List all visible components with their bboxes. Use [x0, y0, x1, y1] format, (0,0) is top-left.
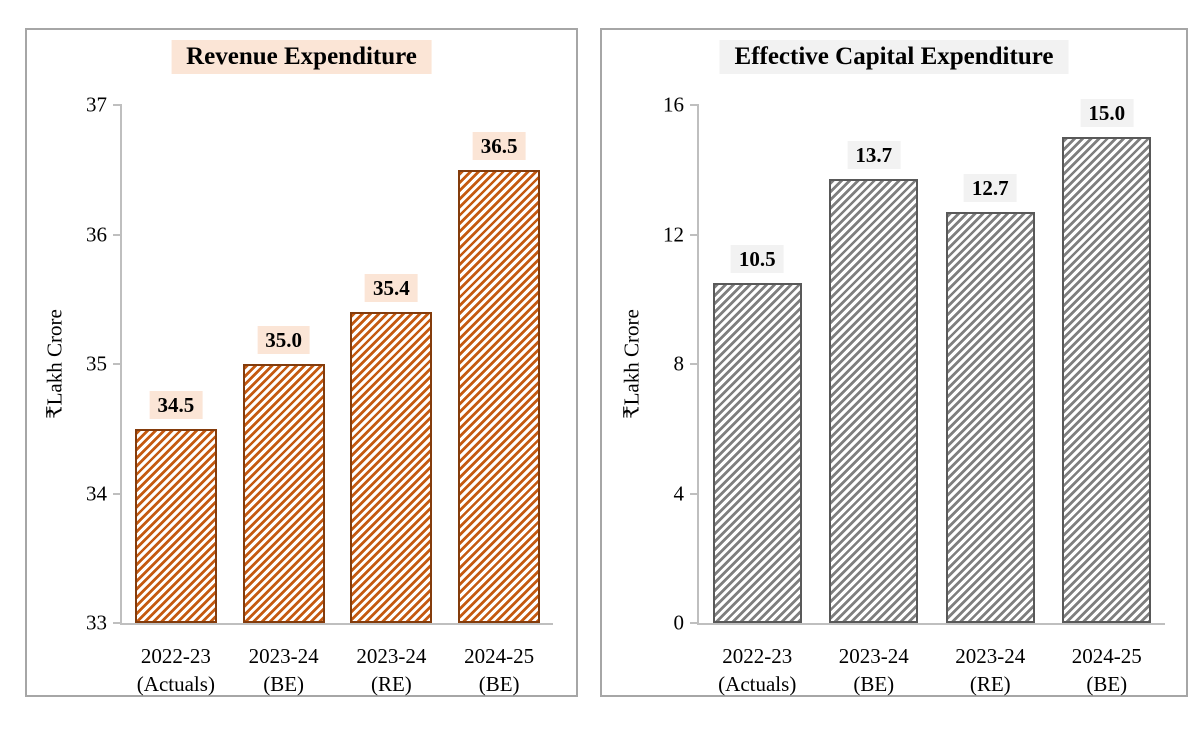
- y-tick-mark: [690, 104, 699, 106]
- bar: [458, 170, 540, 623]
- x-category-label: 2023-24 (BE): [838, 644, 909, 696]
- y-tick-mark: [113, 363, 122, 365]
- y-tick-label: 0: [673, 610, 685, 635]
- y-tick-mark: [113, 622, 122, 624]
- y-tick-mark: [690, 233, 699, 236]
- y-tick-label: 33: [86, 610, 107, 635]
- chart-title: Effective Capital Expenditure: [719, 40, 1069, 74]
- plot-area: ₹Lakh Crore 0 4 8 12 16 10.5 2022-23 (Actuals)…: [620, 94, 1165, 696]
- y-axis-label: ₹Lakh Crore: [42, 309, 67, 419]
- bar-value-label: 12.7: [963, 173, 1017, 202]
- y-tick-label: 36: [86, 222, 107, 246]
- x-category-label: 2024-25 (BE): [1071, 644, 1142, 696]
- chart-panel-revenue-expenditure: Revenue Expenditure ₹Lakh Crore 33 34 35 36…: [25, 28, 578, 697]
- y-tick-label: 8: [673, 351, 685, 376]
- bar-value-label: 15.0: [1080, 98, 1134, 127]
- y-tick-mark: [690, 363, 699, 365]
- bar-value-label: 10.5: [730, 244, 784, 273]
- y-tick-label: 34: [86, 481, 107, 505]
- y-tick-label: 4: [673, 481, 685, 505]
- chart-panel-effective-capital-expenditure: Effective Capital Expenditure ₹Lakh Cror…: [600, 28, 1188, 697]
- x-category-label: 2022-23 (Actuals): [136, 644, 215, 696]
- bar-value-label: 34.5: [149, 390, 203, 419]
- bar: [713, 283, 802, 623]
- y-tick-label: 35: [86, 351, 107, 376]
- bar: [1062, 137, 1151, 623]
- y-tick-label: 12: [663, 222, 684, 246]
- y-tick-label: 16: [663, 92, 684, 117]
- bar-value-label: 13.7: [847, 140, 901, 169]
- bar: [243, 364, 325, 623]
- bar-value-label: 35.0: [257, 325, 310, 354]
- y-tick-mark: [690, 492, 699, 495]
- x-category-label: 2022-23 (Actuals): [718, 644, 797, 696]
- y-tick-mark: [113, 233, 122, 236]
- bar: [829, 179, 918, 623]
- x-category-label: 2024-25 (BE): [464, 644, 535, 696]
- bar: [350, 312, 432, 623]
- bar-value-label: 36.5: [472, 131, 526, 160]
- bar-value-label: 35.4: [365, 273, 418, 302]
- bar: [946, 212, 1035, 623]
- x-category-label: 2023-24 (BE): [248, 644, 319, 696]
- x-category-label: 2023-24 (RE): [356, 644, 427, 696]
- y-tick-mark: [690, 622, 699, 624]
- plot-area: ₹Lakh Crore 33 34 35 36 37 34.5 2022-23 (Actua…: [43, 94, 553, 696]
- chart-title: Revenue Expenditure: [171, 40, 432, 74]
- y-tick-mark: [113, 492, 122, 495]
- y-tick-label: 37: [86, 92, 107, 117]
- x-category-label: 2023-24 (RE): [955, 644, 1026, 696]
- y-tick-mark: [113, 104, 122, 106]
- y-axis-label: ₹Lakh Crore: [619, 309, 644, 419]
- bar: [135, 429, 217, 623]
